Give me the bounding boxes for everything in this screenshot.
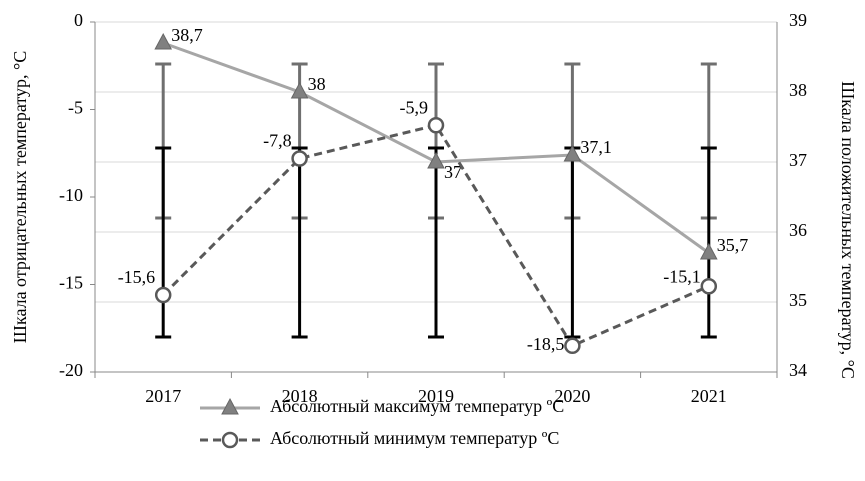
- point: [154, 32, 173, 50]
- x-tick-label: 2018: [282, 386, 318, 406]
- legend-label: Абсолютный максимум температур ºС: [270, 396, 564, 416]
- y-tick-label: 0: [74, 10, 83, 30]
- y2-tick-label: 36: [789, 220, 807, 240]
- y-tick-label: -20: [59, 360, 83, 380]
- point: [154, 286, 172, 304]
- y2-axis-title: Шкала положительных температур, °С: [838, 81, 858, 379]
- data-label: -18,5: [527, 334, 565, 354]
- point: [427, 151, 445, 169]
- x-tick-label: 2020: [554, 386, 590, 406]
- data-label: -15,6: [118, 267, 156, 287]
- y-axis-title: Шкала отрицательных температур, °С: [10, 51, 30, 343]
- y-tick-label: -5: [68, 98, 83, 118]
- y2-tick-label: 35: [789, 290, 807, 310]
- point: [291, 150, 308, 167]
- legend-marker: [221, 397, 239, 415]
- data-label: -5,9: [400, 97, 429, 117]
- data-label: 38,7: [171, 25, 203, 45]
- x-tick-label: 2019: [418, 386, 454, 406]
- point: [700, 278, 718, 295]
- data-label: 37,1: [580, 137, 612, 157]
- x-tick-label: 2017: [145, 386, 181, 406]
- y2-tick-label: 34: [789, 360, 807, 380]
- y-tick-label: -15: [59, 273, 83, 293]
- data-label: 35,7: [717, 235, 749, 255]
- point: [563, 144, 582, 162]
- point: [427, 117, 445, 134]
- y-tick-label: -10: [59, 185, 83, 205]
- y2-tick-label: 38: [789, 80, 807, 100]
- data-label: -15,1: [663, 266, 701, 286]
- legend-marker: [221, 431, 239, 449]
- data-label: 38: [308, 74, 326, 94]
- data-label: -7,8: [263, 131, 292, 151]
- legend-label: Абсолютный минимум температур ºС: [270, 428, 559, 448]
- point: [699, 242, 718, 260]
- data-label: 37: [444, 162, 462, 182]
- x-tick-label: 2021: [691, 386, 727, 406]
- series-line: [162, 123, 710, 348]
- point: [564, 337, 581, 354]
- point: [290, 81, 309, 99]
- y2-tick-label: 37: [789, 150, 807, 170]
- y2-tick-label: 39: [789, 10, 807, 30]
